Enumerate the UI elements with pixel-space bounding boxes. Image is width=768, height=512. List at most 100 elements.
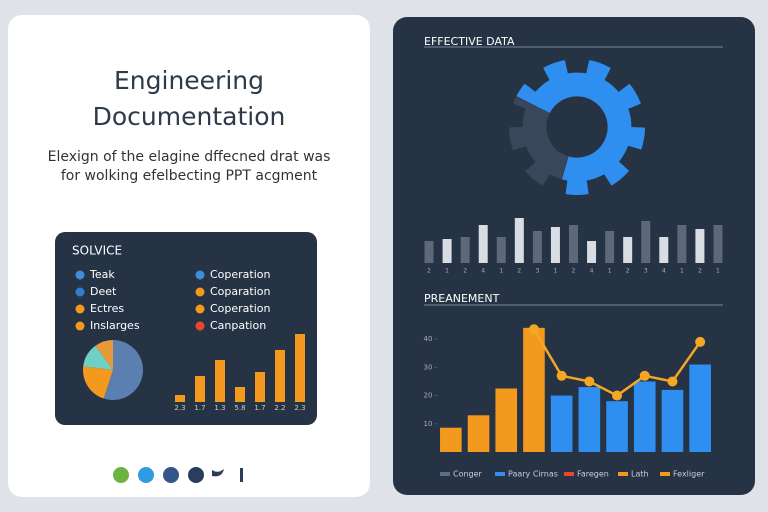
x-tick-label: 2.3 <box>294 404 305 412</box>
y-tick-label: 30 <box>424 363 433 371</box>
legend-dot <box>75 321 85 331</box>
bar <box>695 229 705 263</box>
bar <box>659 237 669 263</box>
bar <box>689 364 711 452</box>
bar <box>195 376 205 402</box>
bar <box>478 225 488 263</box>
icon[interactable] <box>240 468 243 482</box>
legend-dot <box>195 287 205 297</box>
line-point <box>528 324 539 335</box>
bar <box>523 327 545 452</box>
legend-swatch <box>618 472 628 476</box>
x-tick-label: 1 <box>680 268 684 275</box>
x-tick-label: 2 <box>517 268 521 275</box>
description: for wolking efelbecting PPT acgment <box>61 168 318 184</box>
bar <box>235 387 245 402</box>
legend-label: Conger <box>453 470 483 479</box>
gear-segment <box>509 96 568 186</box>
legend-label: Coperation <box>210 268 271 281</box>
line-point <box>695 336 706 347</box>
x-tick-label: 2 <box>698 268 702 275</box>
x-tick-label: 1 <box>716 268 720 275</box>
icon[interactable] <box>212 469 224 477</box>
line-point <box>584 376 595 387</box>
bar <box>460 237 470 263</box>
y-tick-label: 40 <box>424 335 433 343</box>
bar <box>255 372 265 402</box>
x-tick-label: 1 <box>499 268 503 275</box>
x-tick-label: 1 <box>554 268 558 275</box>
x-tick-label: 1.7 <box>194 404 205 412</box>
bar <box>496 237 506 263</box>
gear-segment <box>516 60 645 195</box>
line-point <box>556 370 567 381</box>
bar <box>275 350 285 402</box>
legend-dot <box>75 304 85 314</box>
x-tick-label: 2 <box>463 268 467 275</box>
legend-label: Faregen <box>577 470 609 479</box>
bar <box>569 225 578 263</box>
y-tick-label: 20 <box>424 392 433 400</box>
title: Engineering <box>114 66 264 95</box>
bar <box>641 221 651 263</box>
pie-slice <box>82 366 113 399</box>
bar <box>661 389 684 452</box>
bar <box>514 218 524 263</box>
legend-dot <box>75 287 85 297</box>
bar <box>467 415 490 452</box>
section-title: PREANEMENT <box>424 292 500 305</box>
legend-dot <box>195 270 205 280</box>
x-tick-label: 2.2 <box>274 404 285 412</box>
line-point <box>639 370 650 381</box>
legend-swatch <box>660 472 670 476</box>
legend-dot <box>75 270 85 280</box>
pie-slice <box>103 340 143 400</box>
bar <box>605 231 615 263</box>
x-tick-label: 2 <box>427 268 431 275</box>
bar <box>606 401 628 452</box>
panel-title: SOLVICE <box>72 244 122 258</box>
description: Elexign of the elagine dffecned drat was <box>48 149 331 165</box>
bar <box>442 239 452 263</box>
bar <box>578 387 601 452</box>
legend-label: Inslarges <box>90 319 140 332</box>
x-tick-label: 4 <box>662 268 666 275</box>
legend-dot <box>195 304 205 314</box>
x-tick-label: 1.3 <box>214 404 225 412</box>
legend-label: Deet <box>90 285 117 298</box>
x-tick-label: 3 <box>535 268 539 275</box>
icon[interactable] <box>138 467 154 483</box>
x-tick-label: 1 <box>608 268 612 275</box>
legend-label: Ectres <box>90 302 124 315</box>
x-tick-label: 4 <box>590 268 594 275</box>
line-point <box>667 376 678 387</box>
x-tick-label: 1 <box>445 268 449 275</box>
bar <box>633 381 656 452</box>
x-tick-label: 3 <box>644 268 648 275</box>
y-tick-label: 10 <box>424 420 433 428</box>
x-tick-label: 2 <box>572 268 576 275</box>
bar <box>495 388 518 452</box>
x-tick-label: 2 <box>626 268 630 275</box>
legend-label: Coparation <box>210 285 270 298</box>
legend-label: Coperation <box>210 302 271 315</box>
legend-label: Fexliger <box>673 470 705 479</box>
icon[interactable] <box>113 467 129 483</box>
x-tick-label: 1.7 <box>254 404 265 412</box>
legend-swatch <box>495 472 505 476</box>
icon[interactable] <box>188 467 204 483</box>
pie-slice <box>95 340 113 370</box>
bar <box>532 231 542 263</box>
bar <box>295 334 305 402</box>
icon[interactable] <box>163 467 179 483</box>
legend-label: Paary Cirnas <box>508 470 558 479</box>
bar <box>550 395 573 452</box>
bar <box>677 225 687 263</box>
section-title: EFFECTIVE DATA <box>424 35 515 48</box>
bar <box>440 427 462 452</box>
x-tick-label: 2.3 <box>174 404 185 412</box>
title: Documentation <box>93 102 286 131</box>
social-icons <box>113 467 243 483</box>
